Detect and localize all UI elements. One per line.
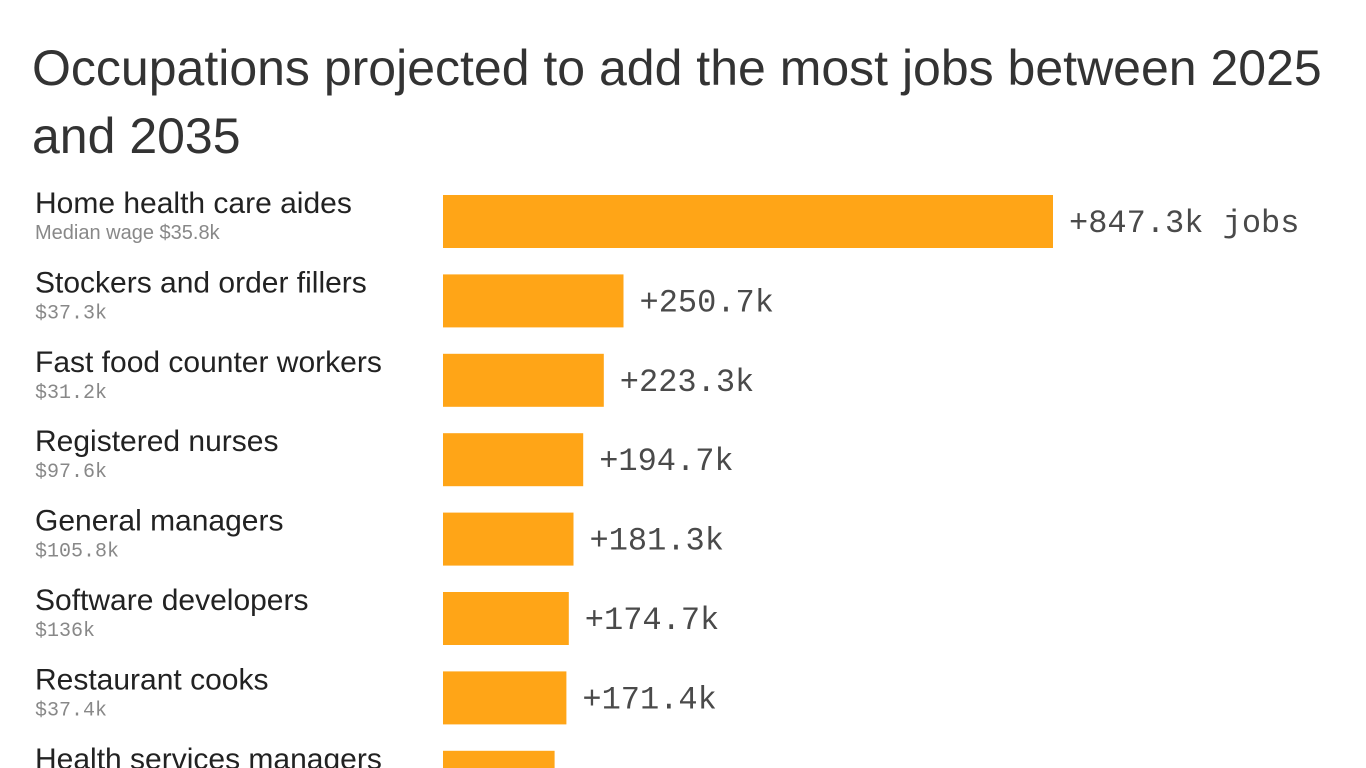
bar-7 [443, 750, 555, 768]
category-label-1: Stockers and order fillers [35, 266, 367, 299]
wage-label-0: Median wage $35.8k [35, 222, 221, 244]
bar-2 [443, 353, 604, 407]
category-label-7: Health services managers [35, 743, 382, 768]
bar-4 [443, 512, 574, 566]
chart-title: Occupations projected to add the most jo… [32, 40, 1322, 164]
value-label-5: +174.7k [585, 602, 719, 639]
bar-3 [443, 433, 584, 487]
value-label-1: +250.7k [640, 284, 774, 321]
bar-6 [443, 671, 567, 725]
category-label-4: General managers [35, 505, 283, 538]
wage-label-6: $37.4k [35, 699, 107, 722]
category-label-0: Home health care aides [35, 187, 352, 220]
value-label-3: +194.7k [599, 443, 733, 480]
category-label-6: Restaurant cooks [35, 663, 268, 696]
bar-5 [443, 592, 569, 645]
category-label-5: Software developers [35, 584, 309, 617]
value-label-6: +171.4k [582, 681, 716, 718]
wage-label-1: $37.3k [35, 302, 107, 325]
value-label-2: +223.3k [620, 364, 754, 401]
wage-label-2: $31.2k [35, 382, 107, 405]
wage-label-5: $136k [35, 620, 95, 643]
category-label-3: Registered nurses [35, 425, 278, 458]
bar-1 [443, 274, 624, 328]
wage-label-4: $105.8k [35, 541, 119, 564]
wage-label-3: $97.6k [35, 461, 107, 484]
bar-0 [443, 195, 1053, 248]
value-label-4: +181.3k [590, 523, 724, 560]
category-label-2: Fast food counter workers [35, 346, 382, 379]
value-label-0: +847.3k jobs [1069, 205, 1299, 242]
